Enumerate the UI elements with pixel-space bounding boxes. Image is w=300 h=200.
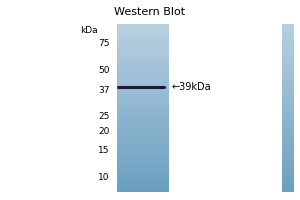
Text: 75: 75: [98, 39, 110, 48]
Text: 37: 37: [98, 86, 110, 95]
Text: kDa: kDa: [80, 26, 98, 35]
Text: 50: 50: [98, 66, 110, 75]
Text: 15: 15: [98, 146, 110, 155]
Text: 20: 20: [98, 127, 110, 136]
Text: 25: 25: [98, 112, 110, 121]
Text: ←39kDa: ←39kDa: [172, 82, 211, 92]
Text: Western Blot: Western Blot: [114, 7, 186, 17]
Text: 10: 10: [98, 173, 110, 182]
